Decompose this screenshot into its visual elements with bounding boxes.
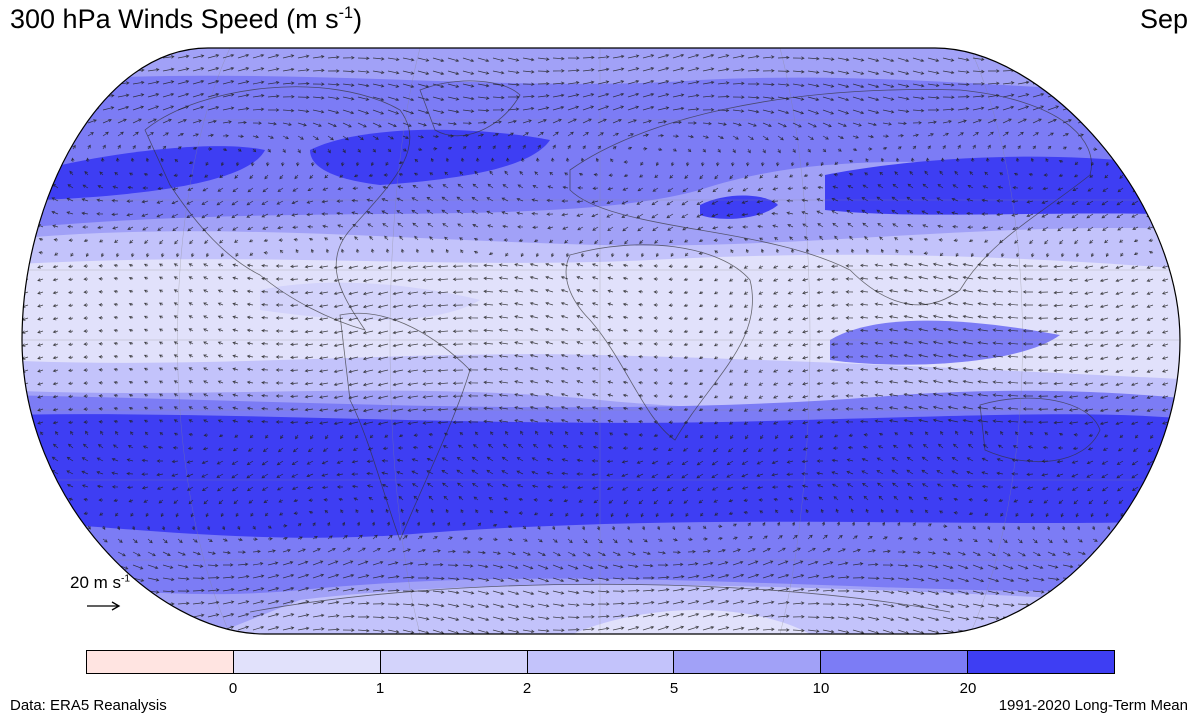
colorbar-box-5 <box>821 651 969 673</box>
colorbar-box-0 <box>87 651 234 673</box>
colorbar <box>86 650 1115 674</box>
colorbar-tick-label: 2 <box>522 680 532 697</box>
map-title: 300 hPa Winds Speed (m s-1) <box>10 4 363 34</box>
month-label: Sep <box>1139 4 1188 34</box>
period-label: 1991-2020 Long-Term Mean <box>998 697 1188 714</box>
reference-vector-arrow <box>87 601 121 611</box>
australia-coast <box>979 397 1101 463</box>
colorbar-tick-label: 1 <box>375 680 385 697</box>
eurasia-coast <box>569 89 1092 306</box>
colorbar-box-4 <box>674 651 822 673</box>
jet-core-pacific-west <box>40 146 265 200</box>
colorbar-box-2 <box>380 651 528 673</box>
jet-core-atlantic <box>310 129 550 185</box>
colorbar-box-6 <box>968 651 1115 673</box>
data-source-label: Data: ERA5 Reanalysis <box>10 697 167 714</box>
colorbar-tick-label: 10 <box>812 680 830 697</box>
africa-coast <box>565 244 753 441</box>
south-america-coast <box>339 312 471 542</box>
indian-ocean-high <box>830 320 1060 365</box>
colorbar-tick-label: 20 <box>959 680 977 697</box>
antarctic-low <box>22 584 1180 634</box>
reference-vector-label: 20 m s-1 <box>70 573 131 592</box>
colorbar-box-3 <box>527 651 675 673</box>
north-america-coast <box>144 86 411 331</box>
antarctic-calm <box>560 610 820 634</box>
colorbar-tick-label: 0 <box>228 680 238 697</box>
colorbar-tick-label: 5 <box>669 680 679 697</box>
graticule <box>22 48 1180 634</box>
colorbar-box-1 <box>233 651 381 673</box>
jet-core-asia <box>825 156 1180 215</box>
